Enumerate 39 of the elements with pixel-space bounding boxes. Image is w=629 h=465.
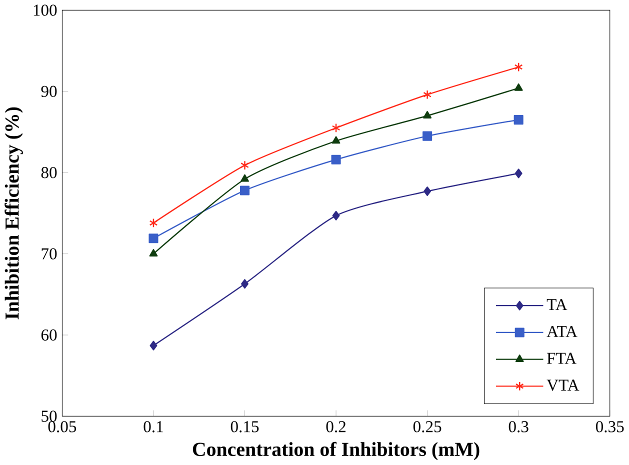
point xyxy=(514,84,523,91)
y-axis-title: Inhibition Efficiency (%) xyxy=(4,107,23,320)
point xyxy=(331,154,341,165)
x-tick-label: 0.3 xyxy=(508,421,528,432)
x-tick-label: 0.05 xyxy=(48,421,76,432)
x-axis-title: Concentration of Inhibitors (mM) xyxy=(192,442,480,460)
x-tick-label: 0.2 xyxy=(326,421,346,432)
point xyxy=(148,234,158,244)
point xyxy=(149,218,158,228)
point xyxy=(422,131,432,141)
legend-label: VTA xyxy=(546,380,580,392)
point xyxy=(332,123,340,133)
point xyxy=(332,210,340,221)
point xyxy=(150,340,158,350)
legend-label: FTA xyxy=(547,352,576,364)
legend-label: TA xyxy=(546,299,568,310)
y-tick-label: 90 xyxy=(41,86,57,98)
x-tick-label: 0.25 xyxy=(413,421,442,432)
x-tick-label: 0.15 xyxy=(230,421,259,432)
point xyxy=(423,111,432,119)
point xyxy=(514,168,522,178)
y-tick-label: 70 xyxy=(42,248,57,260)
y-tick-label: 50 xyxy=(42,410,57,422)
point xyxy=(240,160,249,170)
y-tick-label: 60 xyxy=(41,330,57,341)
point xyxy=(332,136,340,144)
x-tick-label: 0.35 xyxy=(596,421,624,432)
legend-label: ATA xyxy=(546,326,578,338)
point xyxy=(424,186,432,196)
point xyxy=(514,115,524,125)
y-tick-label: 80 xyxy=(41,167,57,178)
point xyxy=(240,186,250,196)
point xyxy=(514,62,523,72)
point xyxy=(240,174,249,182)
y-tick-label: 100 xyxy=(34,4,57,16)
x-tick-label: 0.1 xyxy=(144,421,163,432)
point xyxy=(241,279,248,289)
point xyxy=(423,90,432,100)
point xyxy=(149,249,158,257)
